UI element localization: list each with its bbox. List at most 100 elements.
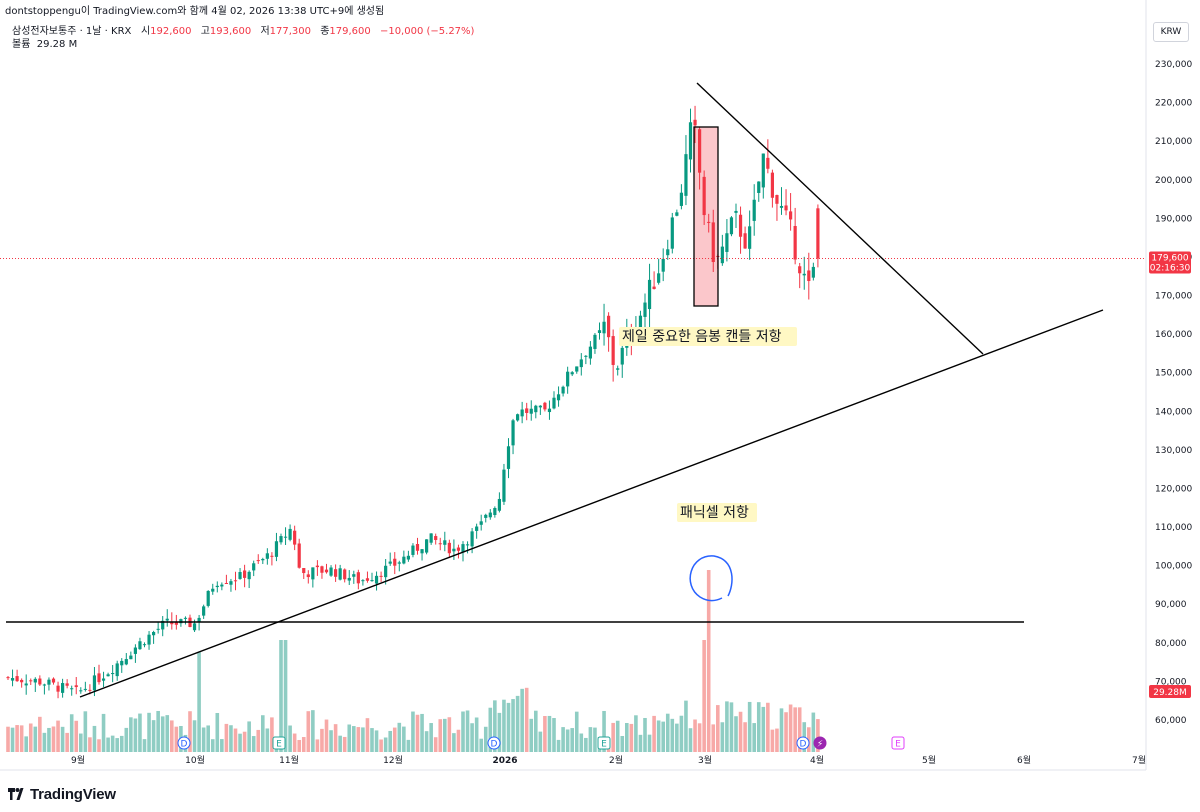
x-tick-label: 11월 xyxy=(279,754,299,766)
volume-bar xyxy=(124,727,129,752)
event-marker[interactable]: E xyxy=(597,736,611,750)
volume-bar xyxy=(747,701,752,752)
candle xyxy=(479,514,483,531)
volume-bar xyxy=(329,730,333,752)
event-marker-bg xyxy=(487,736,501,750)
candle-body xyxy=(438,543,442,545)
volume-bar xyxy=(725,701,729,752)
candle xyxy=(465,541,470,554)
candle xyxy=(647,263,652,328)
candle-body xyxy=(124,659,128,665)
volume-bar xyxy=(65,732,69,752)
volume-bar xyxy=(547,715,552,752)
volume-bar xyxy=(320,728,324,752)
event-marker-label: E xyxy=(601,740,607,750)
candle xyxy=(161,616,165,637)
volume-bar xyxy=(370,728,374,752)
candle-body xyxy=(247,571,251,580)
candle-body xyxy=(488,512,492,518)
candle xyxy=(283,527,288,545)
candle xyxy=(379,571,383,582)
candle xyxy=(170,612,174,630)
candle xyxy=(324,563,329,574)
volume-bar xyxy=(602,710,606,752)
candle-body xyxy=(543,402,547,410)
currency-button[interactable]: KRW xyxy=(1153,22,1189,42)
candle-body xyxy=(92,675,97,691)
x-tick-label: 2월 xyxy=(609,754,623,766)
event-marker[interactable]: E xyxy=(272,736,286,750)
volume-bar xyxy=(165,715,170,752)
candle xyxy=(338,564,342,581)
low-label: 저 xyxy=(260,26,270,37)
candle-body xyxy=(452,548,456,552)
candle xyxy=(183,616,188,625)
candle xyxy=(252,560,256,577)
candle xyxy=(684,135,688,206)
event-marker[interactable]: D xyxy=(177,736,191,750)
candle xyxy=(497,492,501,513)
volume-bar xyxy=(684,700,688,752)
candle xyxy=(70,685,74,696)
volume-bars xyxy=(6,570,820,752)
volume-bar xyxy=(56,720,60,752)
volume-bar xyxy=(497,712,502,752)
candle xyxy=(197,614,201,631)
volume-bar xyxy=(697,723,702,752)
volume-bar xyxy=(665,713,670,752)
candle xyxy=(315,560,319,576)
candle-body xyxy=(743,233,747,249)
y-tick-label: 120,000 xyxy=(1155,484,1192,494)
volume-bar xyxy=(561,727,565,752)
volume-bar xyxy=(242,731,247,752)
candle-body xyxy=(675,212,679,216)
volume-bar xyxy=(347,724,352,752)
event-marker[interactable]: D xyxy=(796,736,810,750)
volume-bar xyxy=(156,710,160,752)
candle-body xyxy=(807,270,811,282)
candle-body xyxy=(493,508,497,516)
event-marker-bg xyxy=(796,736,810,750)
candle xyxy=(725,219,729,262)
candle-body xyxy=(484,514,488,518)
candle-body xyxy=(766,157,770,169)
candle-body xyxy=(142,644,147,646)
event-marker[interactable]: D xyxy=(487,736,501,750)
candle-body xyxy=(261,558,265,561)
candle-body xyxy=(338,568,342,580)
candle xyxy=(461,541,465,562)
candle xyxy=(74,676,78,695)
volume-bar xyxy=(543,716,547,752)
candle xyxy=(365,571,370,583)
candle xyxy=(24,674,28,695)
tradingview-logo[interactable]: TradingView xyxy=(8,786,116,803)
symbol-name[interactable]: 삼성전자보통주 · 1날 · KRX xyxy=(12,26,132,37)
candle-body xyxy=(502,469,506,502)
candle-body xyxy=(688,122,693,160)
y-tick-label: 230,000 xyxy=(1155,60,1192,70)
candle-body xyxy=(265,553,269,559)
close-label: 종 xyxy=(320,26,330,37)
candle xyxy=(770,169,774,208)
candle xyxy=(406,550,410,562)
candle xyxy=(511,418,515,455)
volume-bar xyxy=(229,725,233,752)
candle-body xyxy=(757,181,761,193)
candle xyxy=(538,405,542,415)
candle-body xyxy=(115,663,119,677)
candle-body xyxy=(770,172,774,198)
volume-bar xyxy=(766,702,770,752)
volume-bar xyxy=(402,726,406,752)
volume-bar xyxy=(570,728,574,752)
symbol-legend: 삼성전자보통주 · 1날 · KRX 시192,600 고193,600 저17… xyxy=(12,22,480,37)
volume-bar xyxy=(288,725,292,752)
event-marker-bg xyxy=(891,736,905,750)
volume-badge-text: 29.28M xyxy=(1153,688,1187,698)
event-marker[interactable]: E xyxy=(891,736,905,750)
candle xyxy=(748,210,752,260)
candle-body xyxy=(593,334,597,349)
candle-body xyxy=(647,279,652,310)
event-marker[interactable]: ⚡ xyxy=(813,736,827,750)
y-tick-label: 90,000 xyxy=(1155,600,1187,610)
